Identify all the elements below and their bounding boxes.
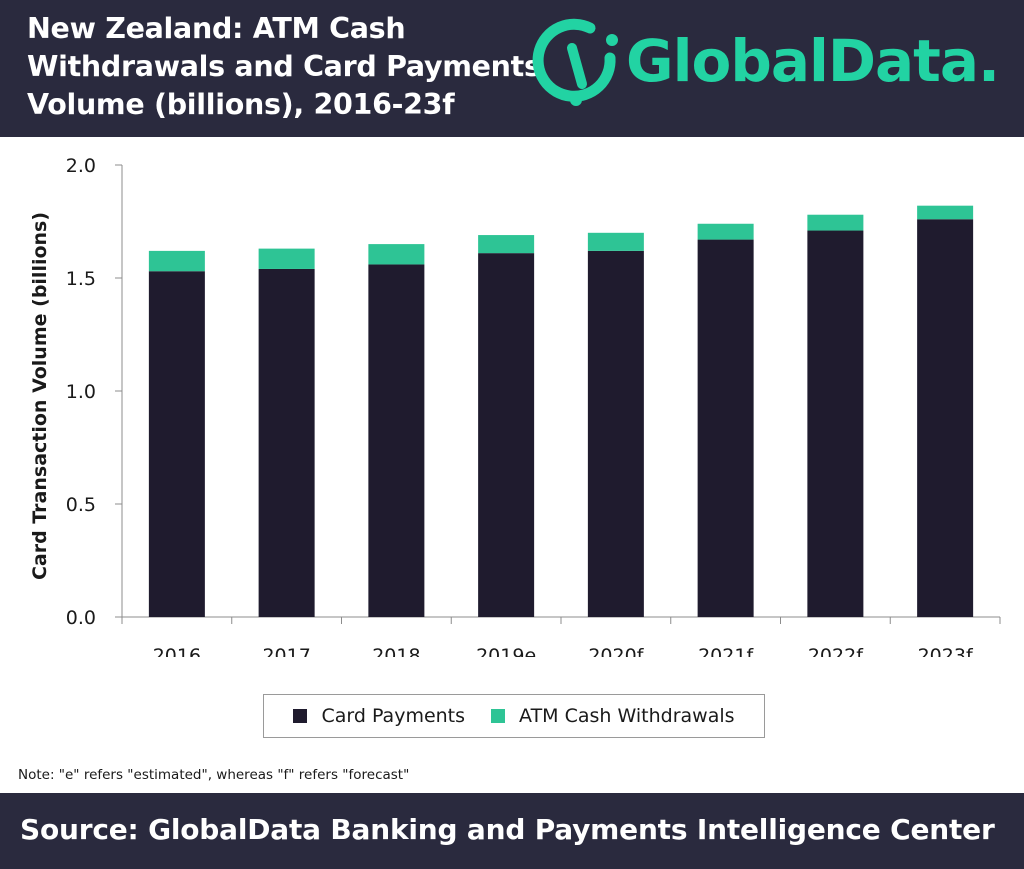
logo-wordmark: GlobalData. [626,27,1000,95]
legend-swatch-atm-withdrawals [491,709,506,723]
bar-atm-withdrawals [478,235,535,254]
x-tick-label: 2021f [698,645,754,657]
bar-card-payments [917,219,974,617]
bar-atm-withdrawals [697,223,754,240]
bar-atm-withdrawals [917,205,974,220]
bar-atm-withdrawals [587,232,644,251]
y-tick-label: 0.5 [66,494,96,516]
legend-label-atm-withdrawals: ATM Cash Withdrawals [519,705,735,727]
x-tick-label: 2016 [153,645,201,657]
bar-card-payments [697,239,754,617]
bar-card-payments [368,264,425,617]
x-tick-label: 2019e [476,645,536,657]
bar-card-payments [587,250,644,617]
footer-banner: Source: GlobalData Banking and Payments … [0,793,1024,869]
y-tick-label: 0.0 [66,607,96,629]
bar-atm-withdrawals [258,248,315,269]
legend-item-atm-withdrawals: ATM Cash Withdrawals [491,705,735,727]
legend-item-card-payments: Card Payments [293,705,465,727]
title-line-2: Withdrawals and Card Payments [27,50,541,83]
globaldata-logo-icon [532,18,618,106]
header-banner: New Zealand: ATM Cash Withdrawals and Ca… [0,0,1024,137]
chart-title: New Zealand: ATM Cash Withdrawals and Ca… [27,10,541,124]
legend-label-card-payments: Card Payments [321,705,466,727]
source-text: Source: GlobalData Banking and Payments … [20,813,995,846]
x-tick-label: 2023f [918,645,974,657]
bar-card-payments [148,271,205,617]
x-tick-label: 2018 [372,645,420,657]
y-tick-label: 1.0 [66,381,96,403]
x-tick-label: 2017 [262,645,310,657]
title-line-3: Volume (billions), 2016-23f [27,88,455,121]
bar-atm-withdrawals [368,244,425,265]
bar-card-payments [478,253,535,617]
x-tick-label: 2022f [808,645,864,657]
footnote: Note: "e" refers "estimated", whereas "f… [18,767,410,783]
y-axis-label: Card Transaction Volume (billions) [29,212,51,580]
stacked-bar-chart: 0.0 0.5 1.0 1.5 2.0 2016 2017 2018 2019e 2020f 202… [29,155,1001,657]
legend-swatch-card-payments [293,709,308,723]
globaldata-logo: GlobalData. [528,14,1008,110]
chart-legend: Card Payments ATM Cash Withdrawals [263,694,765,738]
y-tick-label: 1.5 [66,268,96,290]
bar-card-payments [807,230,864,617]
y-tick-label: 2.0 [66,155,96,177]
title-line-1: New Zealand: ATM Cash [27,12,406,45]
bar-card-payments [258,268,315,617]
x-tick-label: 2020f [588,645,644,657]
bar-atm-withdrawals [807,214,864,231]
bar-atm-withdrawals [148,250,205,272]
